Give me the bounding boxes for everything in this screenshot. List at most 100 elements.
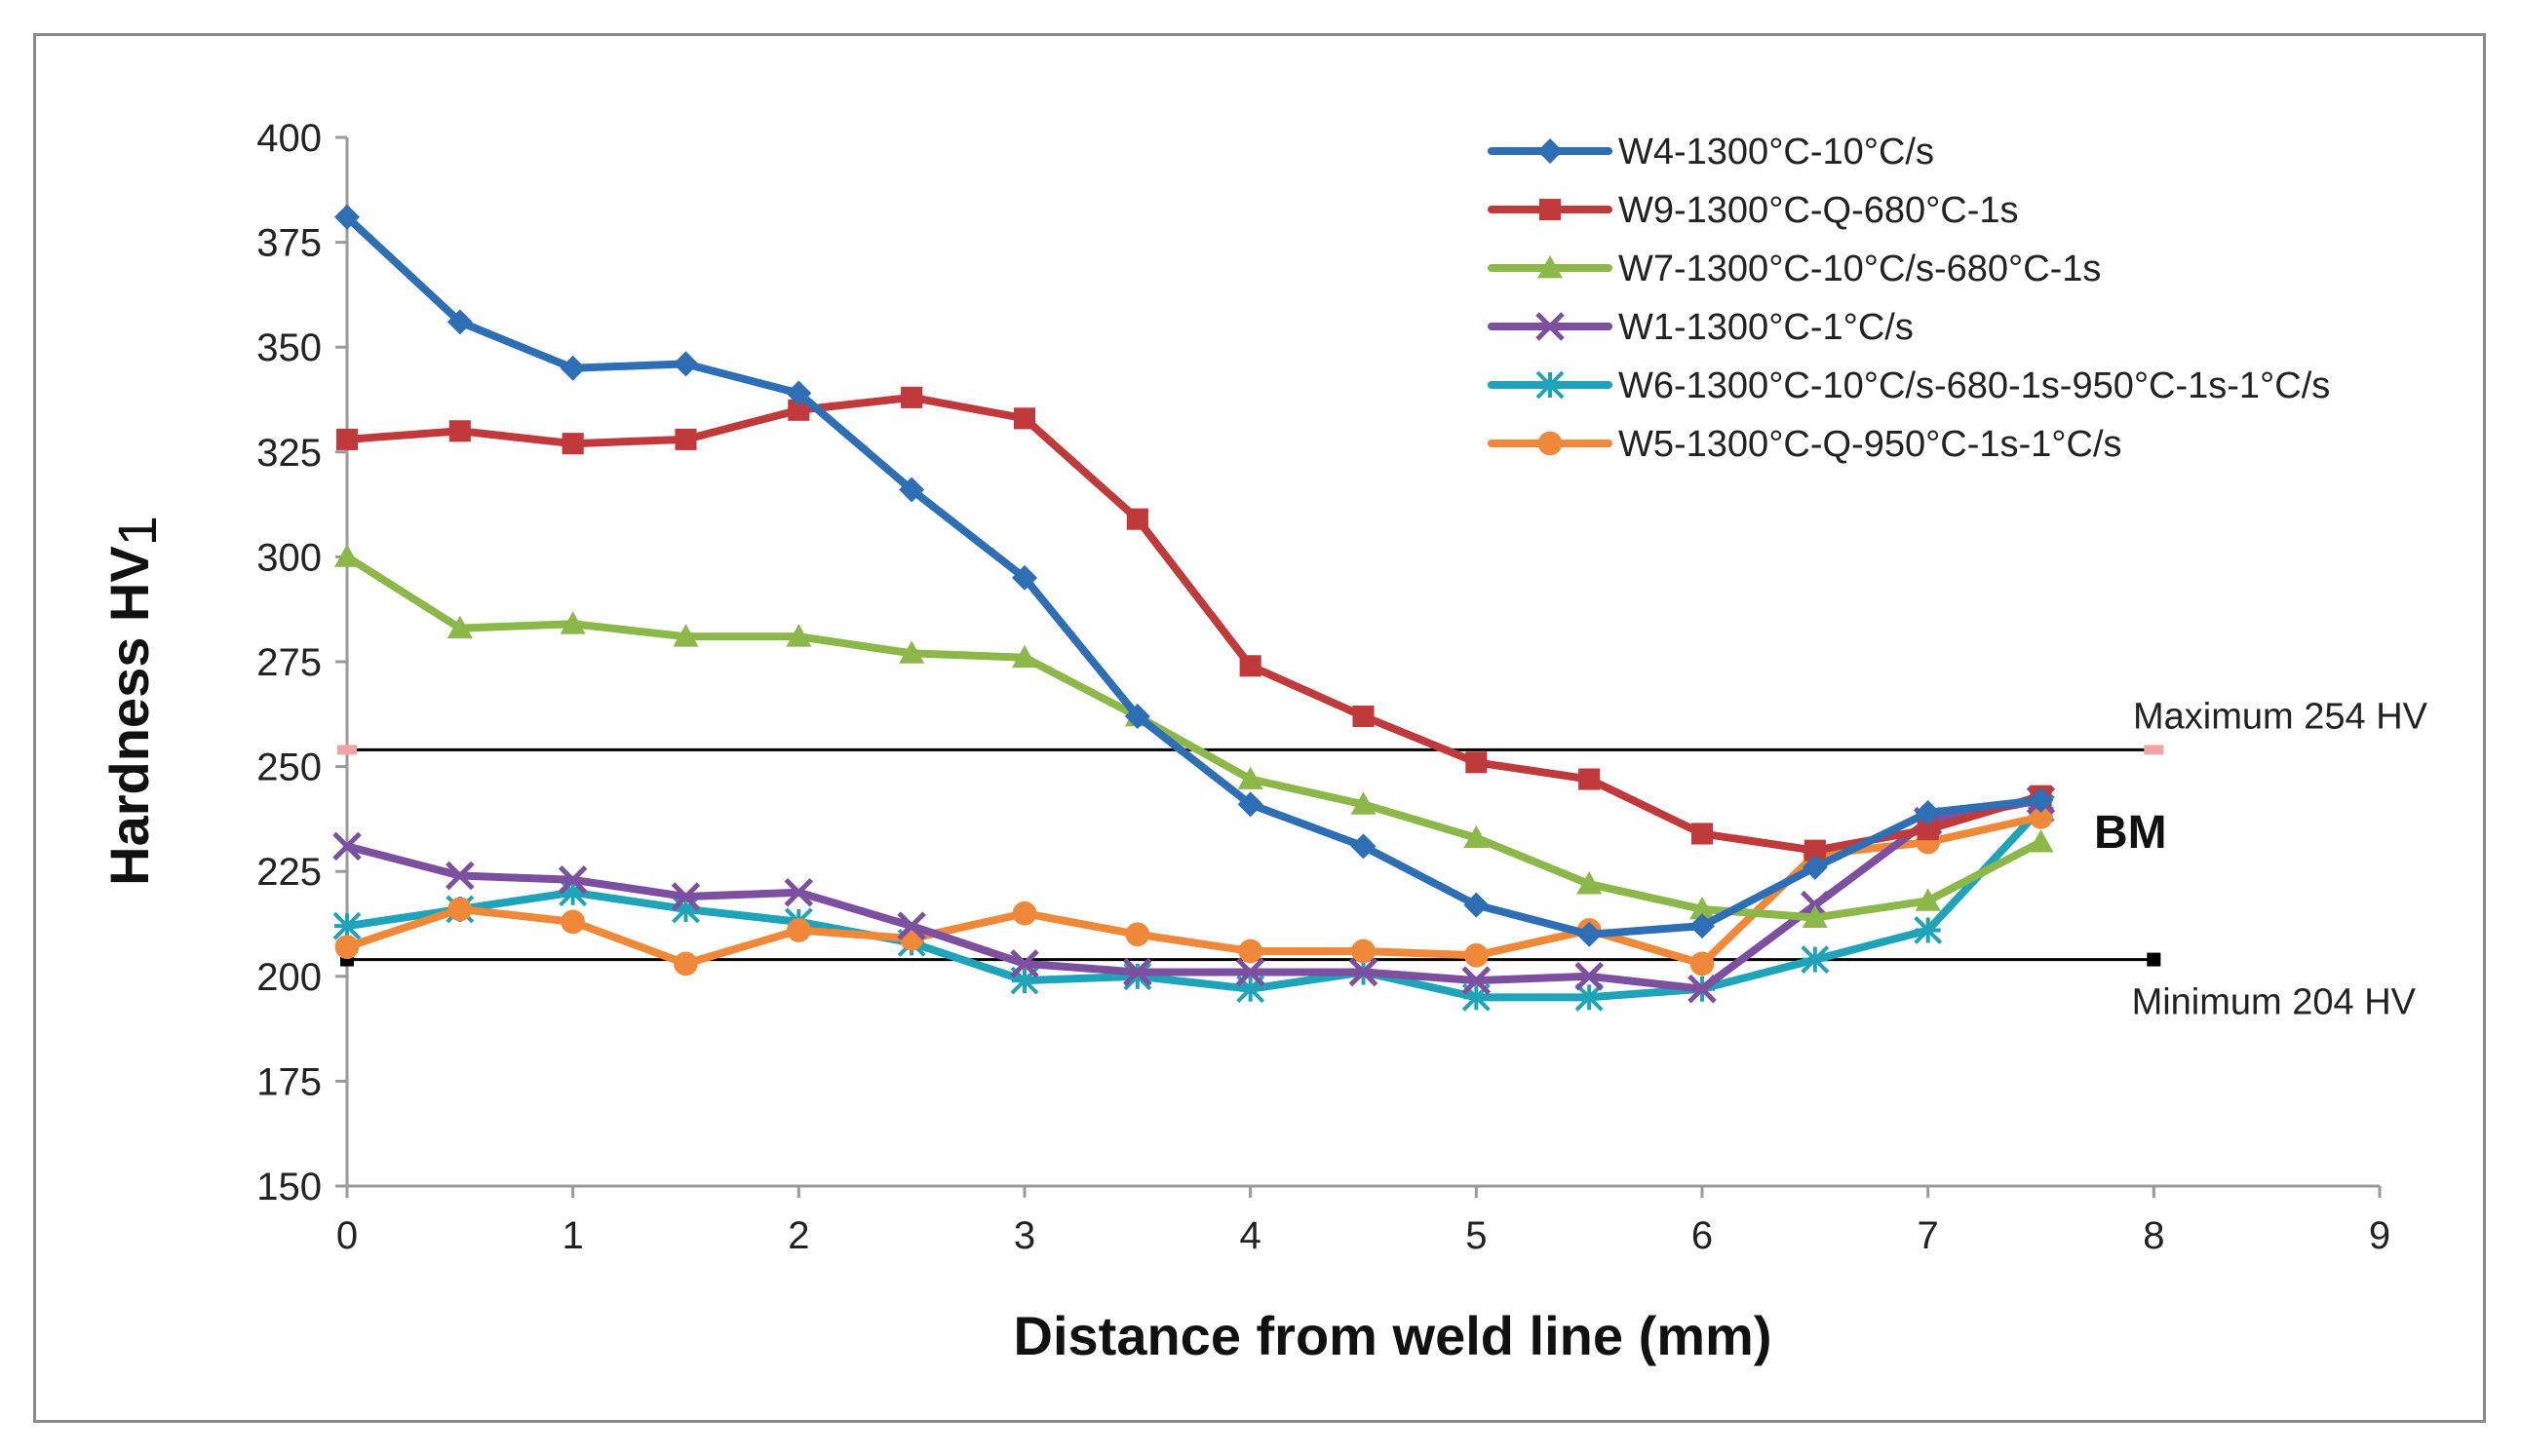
data-point xyxy=(1915,888,1941,911)
series-6 xyxy=(334,804,2053,977)
chart-frame xyxy=(33,33,2486,1423)
data-point xyxy=(558,865,588,895)
marker-stroke xyxy=(1348,957,1378,987)
data-point xyxy=(899,640,925,664)
data-point xyxy=(674,951,698,977)
data-point xyxy=(1465,751,1488,774)
legend-label: W9-1300°C-Q-680°C-1s xyxy=(1618,190,2019,231)
x-tick-label: 1 xyxy=(562,1214,584,1257)
legend-swatch-marker xyxy=(1537,431,1563,456)
data-point xyxy=(1574,982,1604,1012)
x-axis-title: Distance from weld line (mm) xyxy=(1014,1305,1772,1366)
marker-stroke xyxy=(558,865,588,895)
marker-stroke xyxy=(1010,949,1039,978)
y-tick-label: 225 xyxy=(256,851,322,894)
data-point xyxy=(1350,791,1377,815)
data-point xyxy=(1124,703,1150,729)
data-point xyxy=(673,624,699,647)
data-point xyxy=(1463,892,1490,918)
legend-entry: W1-1300°C-1°C/s xyxy=(1488,307,1914,348)
legend-swatch-marker xyxy=(1537,138,1563,164)
data-point xyxy=(448,420,471,442)
series-line xyxy=(343,393,2045,855)
data-point xyxy=(1351,939,1376,964)
legend-entry: W9-1300°C-Q-680°C-1s xyxy=(1488,190,2019,231)
data-point xyxy=(1689,896,1715,920)
data-point xyxy=(1012,564,1037,591)
y-tick-label: 400 xyxy=(256,117,322,160)
data-point xyxy=(332,911,362,940)
y-tick-label: 350 xyxy=(256,326,322,369)
y-axis-title-main: Hardness HV xyxy=(98,546,160,886)
data-point xyxy=(1123,962,1152,991)
x-tick-label: 8 xyxy=(2143,1214,2164,1257)
data-point xyxy=(1012,644,1037,669)
series-line xyxy=(343,553,2045,922)
legend-label: W5-1300°C-Q-950°C-1s-1°C/s xyxy=(1618,424,2122,465)
marker-stroke xyxy=(671,882,701,911)
y-tick-label: 300 xyxy=(256,536,322,579)
x-tick-label: 3 xyxy=(1014,1214,1035,1257)
data-point xyxy=(332,831,362,862)
data-point xyxy=(1012,900,1037,926)
data-point xyxy=(675,428,697,450)
marker-stroke xyxy=(1123,957,1152,987)
reference-line-end-marker xyxy=(2147,952,2161,967)
data-point xyxy=(1463,942,1489,968)
data-point xyxy=(901,386,923,408)
data-point xyxy=(1574,962,1604,991)
data-point xyxy=(1576,871,1603,895)
legend-entry: W7-1300°C-10°C/s-680°C-1s xyxy=(1488,249,2101,289)
marker-stroke xyxy=(1461,966,1492,995)
data-point xyxy=(560,611,586,634)
legend-swatch-marker xyxy=(1538,198,1562,221)
legend-label: W4-1300°C-10°C/s xyxy=(1618,132,1934,172)
legend-entry: W6-1300°C-10°C/s-680-1s-950°C-1s-1°C/s xyxy=(1488,365,2330,406)
reference-line-end-marker xyxy=(337,745,357,755)
data-point xyxy=(561,909,586,935)
data-point xyxy=(1576,921,1603,947)
legend-entry: W5-1300°C-Q-950°C-1s-1°C/s xyxy=(1488,424,2122,465)
data-point xyxy=(1914,916,1943,944)
data-point xyxy=(2028,787,2054,814)
data-point xyxy=(1689,913,1715,939)
marker-stroke xyxy=(332,831,362,862)
data-point xyxy=(1348,957,1378,987)
y-tick-label: 200 xyxy=(256,956,322,999)
legend-swatch-marker xyxy=(1537,255,1563,279)
data-point xyxy=(334,204,360,230)
data-point xyxy=(1010,949,1039,978)
data-point xyxy=(1013,407,1036,430)
data-point xyxy=(1803,839,1826,862)
data-point xyxy=(1915,799,1941,825)
y-axis-title: Hardness HV1 xyxy=(98,516,168,886)
y-tick-label: 275 xyxy=(256,641,322,684)
data-point xyxy=(559,878,588,907)
data-point xyxy=(786,380,812,406)
x-tick-label: 4 xyxy=(1240,1214,1261,1257)
data-point xyxy=(1125,922,1150,947)
data-point xyxy=(788,399,810,421)
data-point xyxy=(1350,833,1377,860)
data-point xyxy=(560,355,586,381)
data-point xyxy=(786,624,812,647)
x-tick-label: 0 xyxy=(336,1214,358,1257)
data-point xyxy=(1463,824,1490,849)
data-point xyxy=(786,918,811,942)
legend-swatch-marker xyxy=(1535,370,1565,400)
legend-swatch-marker xyxy=(1535,312,1565,341)
series-line xyxy=(343,796,2045,993)
data-point xyxy=(1237,766,1263,789)
data-point xyxy=(446,861,475,891)
data-point xyxy=(897,911,926,940)
x-tick-label: 5 xyxy=(1465,1214,1487,1257)
data-point xyxy=(1352,705,1375,728)
marker-stroke xyxy=(897,911,926,940)
legend: W4-1300°C-10°C/s W9-1300°C-Q-680°C-1s W7-1… xyxy=(1488,132,2330,465)
data-point xyxy=(1123,957,1152,987)
data-point xyxy=(446,309,473,335)
data-point xyxy=(672,895,700,924)
marker-stroke xyxy=(446,861,475,891)
data-point xyxy=(1235,957,1265,987)
